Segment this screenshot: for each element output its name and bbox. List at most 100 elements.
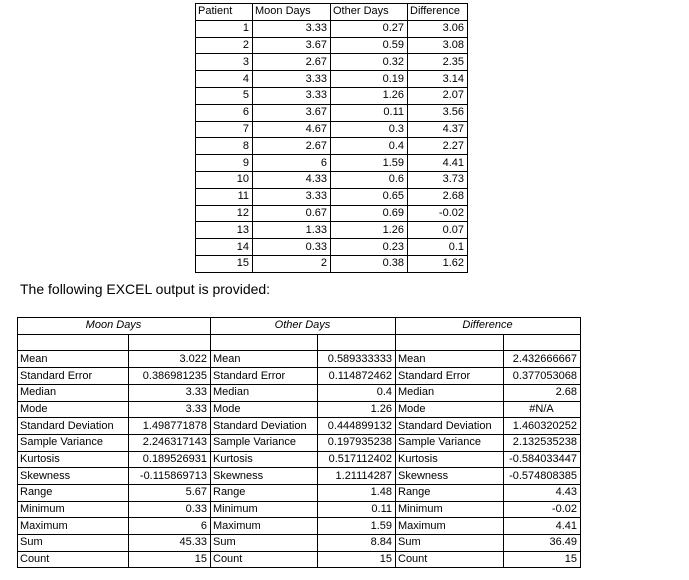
patient-table-cell: 0.4 — [330, 137, 408, 156]
patient-table-row: 1 3.33 0.27 3.06 — [195, 19, 468, 38]
stats-table: Moon Days Other Days Difference Mean 3.02… — [17, 317, 581, 569]
stats-value-cell: 2.68 — [503, 383, 581, 402]
stats-section-title-difference: Difference — [395, 317, 581, 335]
patient-table-cell: 3.67 — [252, 36, 331, 55]
stats-table-row: Standard Error 0.386981235 Standard Error 0… — [17, 367, 581, 385]
patient-table-cell: 1.26 — [330, 86, 408, 105]
stats-value-cell: 5.67 — [128, 483, 211, 502]
stats-value-cell: 45.33 — [128, 534, 211, 552]
patient-table-cell: 10 — [195, 170, 253, 189]
stats-value-cell: 0.589333333 — [317, 350, 396, 369]
stats-label-cell: Sum — [17, 534, 129, 552]
stats-value-cell: 1.59 — [317, 517, 396, 536]
stats-label-cell: Range — [395, 483, 504, 502]
patient-table-row: 12 0.67 0.69 -0.02 — [195, 204, 468, 223]
stats-table-row: Sample Variance 2.246317143 Sample Varianc… — [17, 433, 581, 452]
patient-table-cell: 6 — [252, 154, 331, 172]
stats-value-cell: 0.33 — [128, 500, 211, 519]
stats-label-cell: Skewness — [210, 467, 318, 485]
patient-table-cell: 4.37 — [407, 120, 468, 139]
stats-section-header-row: Moon Days Other Days Difference — [17, 317, 581, 335]
stats-label-cell: Maximum — [210, 517, 318, 536]
patient-table-cell: 2.68 — [407, 187, 468, 206]
patient-table-cell: 4.41 — [407, 154, 468, 172]
stats-value-cell: 6 — [128, 517, 211, 536]
patient-table-cell: 0.1 — [407, 238, 468, 256]
stats-value-cell: 1.498771878 — [128, 417, 211, 435]
stats-label-cell: Sum — [395, 534, 504, 552]
patient-table-cell: 1.33 — [252, 221, 331, 240]
stats-table-row: Median 3.33 Median 0.4 Median 2.68 — [17, 383, 581, 402]
stats-label-cell: Sample Variance — [395, 433, 504, 452]
stats-value-cell: #N/A — [503, 400, 581, 419]
stats-label-cell: Median — [17, 383, 129, 402]
stats-value-cell: 8.84 — [317, 534, 396, 552]
stats-value-cell: 1.460320252 — [503, 417, 581, 435]
stats-spacer-row — [17, 333, 581, 352]
stats-value-cell: 3.33 — [128, 383, 211, 402]
patient-table-row: 11 3.33 0.65 2.68 — [195, 187, 468, 206]
patient-table-cell: 0.59 — [330, 36, 408, 55]
stats-table-row: Minimum 0.33 Minimum 0.11 Minimum -0.02 — [17, 500, 581, 519]
other-days-header-cell: Other Days — [330, 3, 408, 21]
patient-table-cell: 0.33 — [252, 238, 331, 256]
stats-value-cell: 15 — [128, 550, 211, 569]
stats-label-cell: Standard Error — [210, 367, 318, 385]
patient-table-cell: 2.35 — [407, 53, 468, 72]
patient-table-cell: 1.59 — [330, 154, 408, 172]
patient-table-cell: 3.33 — [252, 86, 331, 105]
patient-table-row: 3 2.67 0.32 2.35 — [195, 53, 468, 72]
stats-value-cell: 2.432666667 — [503, 350, 581, 369]
patient-table-row: 5 3.33 1.26 2.07 — [195, 86, 468, 105]
patient-table-row: 2 3.67 0.59 3.08 — [195, 36, 468, 55]
patient-table-header-row: Patient Moon Days Other Days Difference — [195, 3, 468, 21]
stats-spacer-cell — [210, 333, 318, 352]
patient-table-cell: 14 — [195, 238, 253, 256]
patient-table-row: 4 3.33 0.19 3.14 — [195, 70, 468, 88]
stats-table-row: Range 5.67 Range 1.48 Range 4.43 — [17, 483, 581, 502]
stats-table-row: Skewness -0.115869713 Skewness 1.21114287 Sk… — [17, 467, 581, 485]
patient-table-cell: 2.67 — [252, 53, 331, 72]
patient-table-cell: 7 — [195, 120, 253, 139]
patient-table: Patient Moon Days Other Days Difference … — [195, 3, 468, 273]
stats-table-row: Kurtosis 0.189526931 Kurtosis 0.517112402 Ku… — [17, 450, 581, 469]
stats-value-cell: 15 — [503, 550, 581, 569]
stats-label-cell: Range — [210, 483, 318, 502]
stats-value-cell: 3.33 — [128, 400, 211, 419]
stats-value-cell: 0.377053068 — [503, 367, 581, 385]
patient-table-row: 13 1.33 1.26 0.07 — [195, 221, 468, 240]
patient-table-cell: 2 — [252, 254, 331, 273]
stats-value-cell: 36.49 — [503, 534, 581, 552]
patient-table-cell: 3.56 — [407, 103, 468, 122]
patient-table-row: 14 0.33 0.23 0.1 — [195, 238, 468, 256]
stats-label-cell: Median — [395, 383, 504, 402]
patient-table-cell: 1 — [195, 19, 253, 38]
stats-value-cell: -0.02 — [503, 500, 581, 519]
stats-label-cell: Sample Variance — [17, 433, 129, 452]
stats-label-cell: Minimum — [395, 500, 504, 519]
patient-table-cell: 9 — [195, 154, 253, 172]
stats-label-cell: Standard Error — [17, 367, 129, 385]
patient-table-cell: 0.32 — [330, 53, 408, 72]
stats-label-cell: Maximum — [395, 517, 504, 536]
patient-table-cell: -0.02 — [407, 204, 468, 223]
stats-label-cell: Sum — [210, 534, 318, 552]
stats-label-cell: Kurtosis — [17, 450, 129, 469]
stats-value-cell: -0.574808385 — [503, 467, 581, 485]
stats-table-body: Mean 3.022 Mean 0.589333333 Mean 2.432666667 S… — [17, 333, 581, 569]
difference-header-cell: Difference — [407, 3, 468, 21]
stats-label-cell: Mode — [17, 400, 129, 419]
patient-table-cell: 0.38 — [330, 254, 408, 273]
stats-spacer-cell — [317, 333, 396, 352]
patient-table-cell: 0.65 — [330, 187, 408, 206]
patient-table-cell: 0.11 — [330, 103, 408, 122]
patient-table-cell: 0.19 — [330, 70, 408, 88]
patient-table-cell: 2.07 — [407, 86, 468, 105]
stats-label-cell: Skewness — [395, 467, 504, 485]
stats-label-cell: Minimum — [210, 500, 318, 519]
stats-label-cell: Count — [210, 550, 318, 569]
stats-label-cell: Kurtosis — [395, 450, 504, 469]
patient-table-cell: 6 — [195, 103, 253, 122]
patient-table-cell: 4.67 — [252, 120, 331, 139]
stats-label-cell: Skewness — [17, 467, 129, 485]
